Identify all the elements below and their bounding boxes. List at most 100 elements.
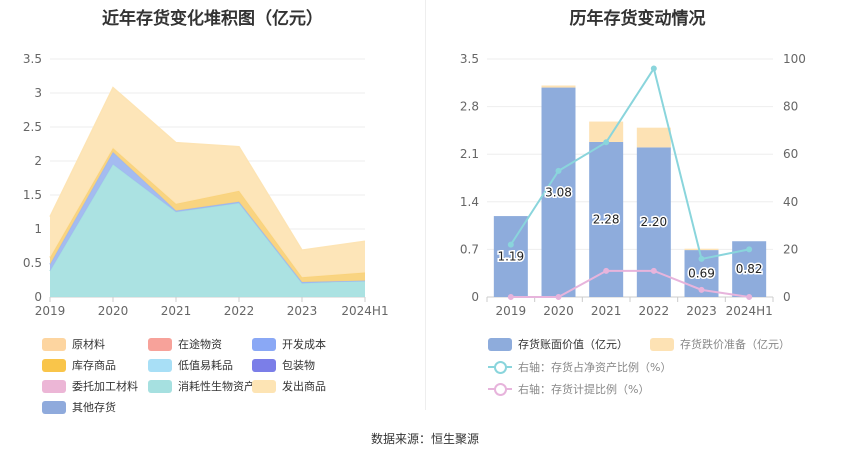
y-tick-label: 1 — [34, 222, 42, 236]
legend-label: 在途物资 — [178, 338, 222, 351]
legend-label: 包装物 — [282, 359, 315, 372]
panel-divider — [425, 0, 426, 410]
y-tick-label: 2 — [34, 154, 42, 168]
legend-item[interactable]: 右轴：存货计提比例（%） — [488, 381, 649, 397]
bar-impairment — [684, 248, 719, 251]
line-point — [746, 246, 753, 253]
line-series — [509, 66, 750, 261]
legend-label: 存货跌价准备（亿元） — [680, 338, 790, 351]
inventory-bar-line-chart: 0 0.7 1.4 2.1 2.8 3.5 0 20 40 60 80 100 2019 2020 2021… — [460, 52, 806, 318]
legend-item[interactable]: 其他存货 — [42, 399, 116, 415]
legend-item[interactable]: 存货账面价值（亿元） — [488, 336, 628, 352]
bar-book-value — [493, 216, 528, 297]
y-left-tick-label: 2.8 — [460, 100, 479, 114]
legend-item[interactable]: 包装物 — [252, 357, 315, 373]
y-right-tick-label: 100 — [783, 52, 806, 66]
legend-swatch — [488, 337, 512, 351]
legend-label: 库存商品 — [72, 359, 116, 372]
bar-value-label: 3.08 — [545, 185, 572, 199]
x-tick-label: 2023 — [287, 304, 318, 318]
x-tick-label: 2024H1 — [341, 304, 388, 318]
bar-impairment — [636, 127, 671, 148]
legend-label: 低值易耗品 — [178, 359, 233, 372]
line-point — [507, 241, 514, 248]
data-source: 数据来源：恒生聚源 — [370, 432, 479, 446]
x-tick-label: 2019 — [496, 304, 527, 318]
x-tick-label: 2024H1 — [726, 304, 773, 318]
line-point — [650, 267, 657, 274]
legend-swatch — [148, 358, 172, 372]
legend-label: 开发成本 — [282, 338, 326, 351]
legend-item[interactable]: 发出商品 — [252, 378, 326, 394]
legend-item[interactable]: 存货跌价准备（亿元） — [650, 336, 790, 352]
y-left-tick-label: 0 — [471, 290, 479, 304]
legend-item[interactable]: 库存商品 — [42, 357, 116, 373]
legend-label: 右轴：存货计提比例（%） — [518, 383, 650, 396]
y-tick-label: 0.5 — [23, 256, 42, 270]
legend-label: 消耗性生物资产 — [178, 380, 255, 393]
right-chart-title: 历年存货变动情况 — [569, 9, 706, 29]
x-tick-label: 2021 — [591, 304, 622, 318]
x-tick-label: 2020 — [98, 304, 129, 318]
bar-value-label: 2.28 — [593, 212, 620, 226]
line-point — [555, 167, 562, 174]
line-point — [698, 255, 705, 262]
legend-swatch — [252, 358, 276, 372]
y-right-tick-label: 0 — [783, 290, 791, 304]
area-series — [50, 87, 365, 278]
x-tick-label: 2020 — [543, 304, 574, 318]
x-tick-label: 2023 — [686, 304, 717, 318]
y-left-tick-label: 1.4 — [460, 195, 479, 209]
legend-item[interactable]: 委托加工材料 — [42, 378, 138, 394]
legend-swatch — [252, 337, 276, 351]
stacked-area-chart: 0 0.5 1 1.5 2 2.5 3 3.5 2019 2020 2021 2022 2023 2024… — [23, 52, 389, 318]
legend-label: 发出商品 — [282, 380, 326, 393]
legend-swatch — [42, 358, 66, 372]
legend-swatch — [148, 337, 172, 351]
x-tick-label: 2022 — [639, 304, 670, 318]
line-point — [746, 294, 753, 300]
legend-item[interactable]: 消耗性生物资产 — [148, 378, 255, 394]
legend-swatch — [42, 337, 66, 351]
legend-label: 委托加工材料 — [72, 380, 138, 393]
bar-value-label: 0.69 — [688, 267, 715, 281]
y-right-tick-label: 20 — [783, 242, 798, 256]
legend-swatch — [42, 400, 66, 414]
line-point — [650, 65, 657, 72]
legend-item[interactable]: 在途物资 — [148, 336, 222, 352]
y-left-tick-label: 2.1 — [460, 147, 479, 161]
y-left-tick-label: 0.7 — [460, 242, 479, 256]
bar-value-label: 1.19 — [497, 250, 524, 264]
legend-item[interactable]: 原材料 — [42, 336, 105, 352]
x-tick-label: 2019 — [35, 304, 66, 318]
bar-book-value — [541, 87, 576, 297]
legend-swatch — [148, 379, 172, 393]
legend-label: 右轴：存货占净资产比例（%） — [518, 361, 672, 374]
left-chart-title: 近年存货变化堆积图（亿元） — [102, 9, 323, 29]
y-left-tick-label: 3.5 — [460, 52, 479, 66]
legend-line-marker — [488, 382, 512, 396]
line-series — [510, 269, 750, 298]
y-tick-label: 1.5 — [23, 188, 42, 202]
line-point — [603, 139, 610, 146]
legend-label: 原材料 — [72, 338, 105, 351]
y-tick-label: 0 — [34, 290, 42, 304]
area-series-edge — [49, 86, 366, 251]
y-right-tick-label: 80 — [783, 100, 798, 114]
legend-label: 其他存货 — [72, 401, 116, 414]
bar-value-label: 0.82 — [736, 262, 763, 276]
legend-swatch — [252, 379, 276, 393]
x-tick-label: 2021 — [161, 304, 192, 318]
legend-line-marker — [488, 360, 512, 374]
bar-impairment — [589, 121, 624, 142]
x-tick-label: 2022 — [224, 304, 255, 318]
line-point — [507, 294, 514, 300]
legend-item[interactable]: 低值易耗品 — [148, 357, 233, 373]
bar-impairment — [541, 85, 576, 88]
legend-item[interactable]: 开发成本 — [252, 336, 326, 352]
legend-item[interactable]: 右轴：存货占净资产比例（%） — [488, 359, 671, 375]
legend-label: 存货账面价值（亿元） — [518, 338, 628, 351]
y-tick-label: 3.5 — [23, 52, 42, 66]
y-right-tick-label: 40 — [783, 195, 798, 209]
y-tick-label: 3 — [34, 86, 42, 100]
